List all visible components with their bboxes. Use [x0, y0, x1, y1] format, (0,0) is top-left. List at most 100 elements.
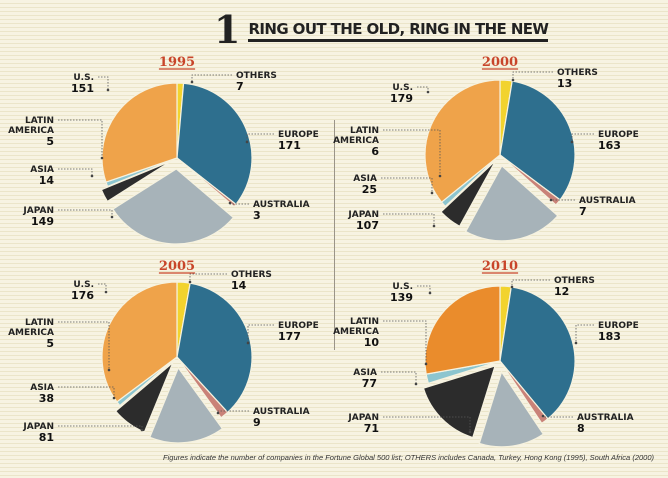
- leader-dot-asia: [430, 191, 434, 195]
- value-japan: 107: [356, 219, 379, 232]
- leader-line-australia: [217, 410, 249, 413]
- leader-line-asia: [58, 386, 115, 398]
- year-label: 2005: [159, 259, 195, 274]
- value-asia: 38: [39, 392, 54, 405]
- leader-line-europe: [247, 324, 274, 343]
- label-latin-america: AMERICA: [8, 126, 54, 136]
- leader-dot-u-s: [426, 90, 430, 94]
- value-latin-america: 6: [371, 145, 379, 158]
- label-australia: AUSTRALIA: [579, 196, 636, 206]
- label-latin-america: AMERICA: [8, 328, 54, 338]
- label-japan: JAPAN: [22, 422, 54, 432]
- leader-line-others: [191, 74, 232, 82]
- leader-line-others: [512, 71, 553, 80]
- slice-europe: [176, 282, 253, 414]
- label-europe: EUROPE: [598, 321, 639, 331]
- label-europe: EUROPE: [278, 130, 319, 140]
- value-u-s: 139: [390, 291, 413, 304]
- value-u-s: 176: [71, 289, 94, 302]
- label-asia: ASIA: [30, 165, 54, 175]
- leader-line-japan: [58, 425, 143, 430]
- leader-line-asia: [58, 168, 93, 176]
- label-asia: ASIA: [353, 174, 377, 184]
- leader-line-latin-america: [383, 320, 427, 364]
- value-japan: 71: [364, 422, 379, 435]
- leader-line-u-s: [417, 285, 431, 293]
- leader-dot-europe: [245, 140, 249, 144]
- leader-dot-latin-america: [438, 174, 442, 178]
- leader-dot-japan: [110, 215, 114, 219]
- leader-line-japan: [383, 416, 471, 432]
- slice-u-s: [424, 285, 501, 375]
- leader-line-others: [189, 273, 227, 282]
- value-latin-america: 10: [364, 336, 380, 349]
- leader-dot-latin-america: [100, 156, 104, 160]
- value-u-s: 179: [390, 92, 413, 105]
- value-australia: 7: [579, 205, 587, 218]
- value-others: 14: [231, 279, 247, 292]
- label-australia: AUSTRALIA: [253, 200, 310, 210]
- leader-line-japan: [383, 213, 435, 226]
- leader-dot-asia: [112, 396, 116, 400]
- chart-divider: [334, 120, 335, 350]
- label-latin-america: LATIN: [25, 116, 54, 126]
- leader-line-europe: [571, 133, 594, 142]
- slice-japan: [464, 164, 559, 242]
- value-latin-america: 5: [46, 135, 54, 148]
- label-others: OTHERS: [236, 71, 277, 81]
- slice-japan: [112, 168, 235, 245]
- value-australia: 3: [253, 209, 261, 222]
- value-europe: 183: [598, 330, 621, 343]
- label-japan: JAPAN: [347, 413, 379, 423]
- label-latin-america: LATIN: [350, 126, 379, 136]
- title-number: 1: [214, 7, 241, 52]
- leader-line-latin-america: [58, 119, 103, 158]
- leader-line-u-s: [98, 76, 109, 90]
- leader-line-latin-america: [383, 129, 441, 176]
- leader-line-asia: [381, 371, 417, 384]
- label-europe: EUROPE: [278, 321, 319, 331]
- slice-asia: [422, 365, 496, 439]
- slice-asia: [440, 160, 497, 228]
- value-europe: 177: [278, 330, 301, 343]
- slice-u-s: [101, 281, 178, 403]
- slice-asia: [114, 362, 174, 433]
- slice-europe: [499, 286, 576, 420]
- leader-line-europe: [575, 324, 594, 343]
- leader-dot-australia: [228, 201, 232, 205]
- label-latin-america: AMERICA: [333, 136, 379, 146]
- value-japan: 81: [39, 431, 54, 444]
- slice-asia: [100, 160, 172, 203]
- value-others: 13: [557, 77, 572, 90]
- label-japan: JAPAN: [22, 206, 54, 216]
- leader-dot-japan: [432, 224, 436, 228]
- leader-dot-asia: [414, 382, 418, 386]
- label-u-s: U.S.: [392, 83, 413, 93]
- leader-dot-u-s: [104, 290, 108, 294]
- value-asia: 14: [39, 174, 55, 187]
- label-latin-america: LATIN: [25, 318, 54, 328]
- slice-u-s: [101, 82, 178, 183]
- slice-japan: [478, 370, 545, 448]
- value-australia: 9: [253, 416, 261, 429]
- value-latin-america: 5: [46, 337, 54, 350]
- leader-dot-japan: [468, 430, 472, 434]
- leader-dot-japan: [140, 428, 144, 432]
- value-europe: 171: [278, 139, 301, 152]
- leader-dot-others: [511, 78, 515, 82]
- leader-dot-latin-america: [107, 368, 111, 372]
- leader-dot-europe: [570, 140, 574, 144]
- label-australia: AUSTRALIA: [253, 407, 310, 417]
- leader-dot-australia: [549, 198, 553, 202]
- slice-australia: [499, 154, 561, 206]
- leader-line-u-s: [98, 283, 107, 292]
- slice-australia: [176, 356, 229, 419]
- leader-dot-australia: [541, 414, 545, 418]
- leader-dot-others: [188, 280, 192, 284]
- label-others: OTHERS: [231, 270, 272, 280]
- slice-europe: [176, 82, 253, 206]
